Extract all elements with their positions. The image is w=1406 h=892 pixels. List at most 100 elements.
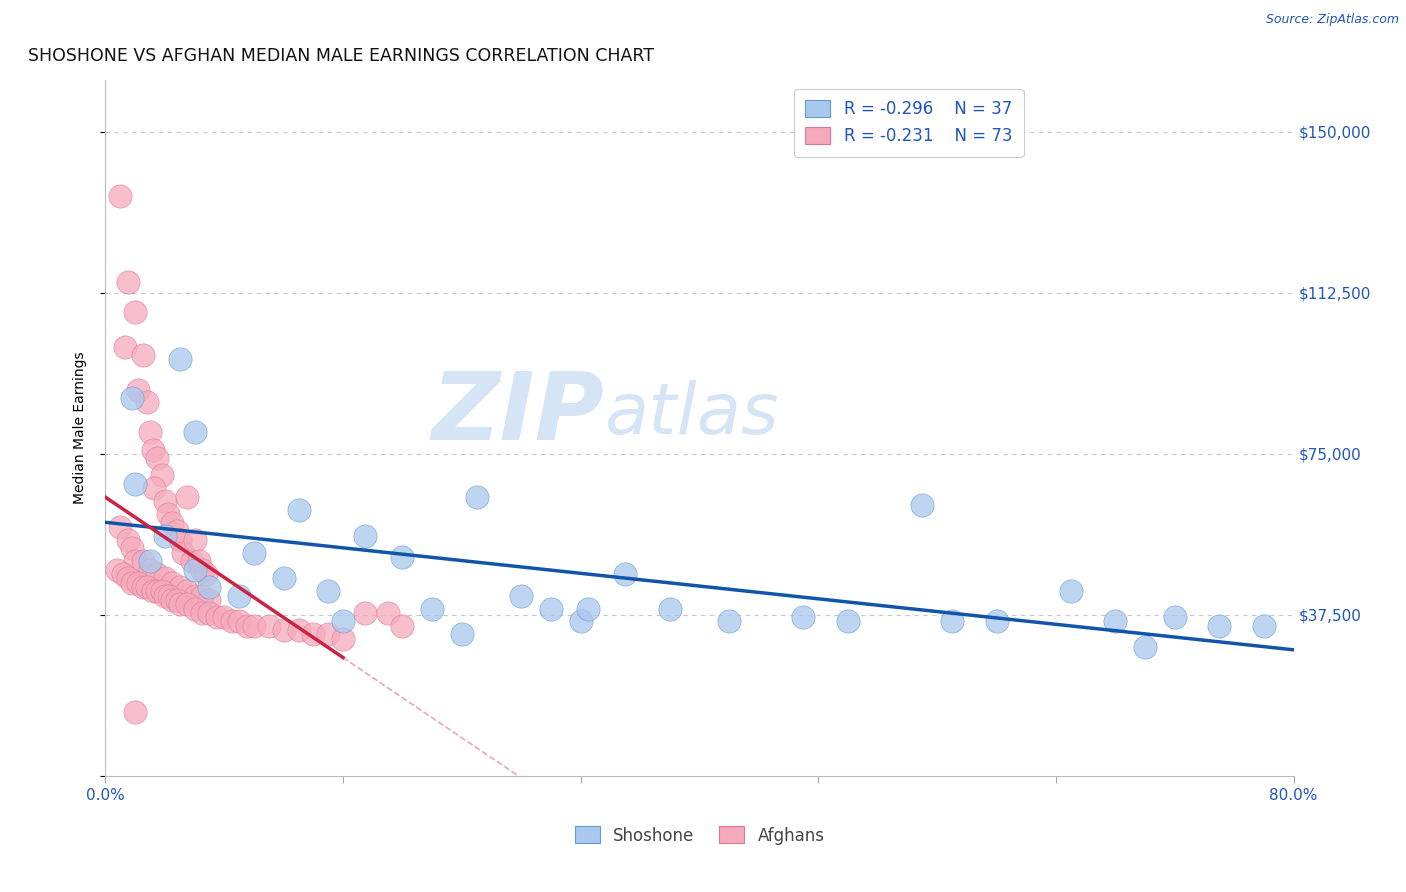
Point — [153, 494, 176, 508]
Point — [157, 589, 180, 603]
Point — [176, 584, 198, 599]
Point — [718, 615, 741, 629]
Point — [121, 575, 143, 590]
Point — [792, 610, 814, 624]
Point — [243, 546, 266, 560]
Point — [110, 189, 132, 203]
Point — [166, 524, 188, 539]
Point — [127, 575, 149, 590]
Point — [166, 593, 188, 607]
Point — [131, 554, 153, 568]
Point — [191, 606, 214, 620]
Point — [658, 601, 681, 615]
Point — [146, 584, 169, 599]
Point — [153, 589, 176, 603]
Point — [146, 567, 169, 582]
Point — [110, 520, 132, 534]
Point — [420, 601, 443, 615]
Text: SHOSHONE VS AFGHAN MEDIAN MALE EARNINGS CORRELATION CHART: SHOSHONE VS AFGHAN MEDIAN MALE EARNINGS … — [28, 47, 654, 65]
Point — [156, 507, 179, 521]
Point — [1253, 618, 1275, 632]
Point — [180, 554, 202, 568]
Point — [316, 627, 339, 641]
Point — [183, 533, 205, 547]
Point — [198, 593, 221, 607]
Point — [112, 567, 135, 582]
Point — [124, 554, 146, 568]
Point — [146, 451, 169, 466]
Point — [391, 618, 413, 632]
Point — [377, 606, 399, 620]
Point — [243, 618, 266, 632]
Point — [316, 584, 339, 599]
Point — [569, 615, 592, 629]
Point — [183, 563, 205, 577]
Point — [257, 618, 280, 632]
Point — [131, 348, 153, 362]
Point — [614, 567, 637, 582]
Point — [169, 533, 191, 547]
Point — [121, 541, 143, 556]
Point — [124, 705, 146, 719]
Text: Source: ZipAtlas.com: Source: ZipAtlas.com — [1265, 13, 1399, 27]
Point — [450, 627, 472, 641]
Point — [124, 305, 146, 319]
Point — [941, 615, 963, 629]
Text: ZIP: ZIP — [432, 368, 605, 460]
Point — [176, 490, 198, 504]
Point — [153, 528, 176, 542]
Point — [837, 615, 859, 629]
Point — [176, 597, 198, 611]
Point — [191, 563, 214, 577]
Point — [986, 615, 1008, 629]
Point — [162, 575, 184, 590]
Point — [1164, 610, 1187, 624]
Point — [124, 477, 146, 491]
Point — [195, 567, 218, 582]
Point — [191, 589, 214, 603]
Legend: Shoshone, Afghans: Shoshone, Afghans — [568, 820, 831, 851]
Point — [142, 442, 165, 457]
Point — [105, 563, 128, 577]
Point — [221, 615, 243, 629]
Point — [117, 533, 139, 547]
Point — [1060, 584, 1083, 599]
Point — [1133, 640, 1156, 655]
Point — [143, 481, 166, 495]
Point — [510, 589, 533, 603]
Point — [162, 593, 184, 607]
Point — [911, 499, 934, 513]
Point — [183, 425, 205, 440]
Point — [136, 395, 159, 409]
Point — [228, 615, 250, 629]
Point — [287, 623, 309, 637]
Point — [183, 601, 205, 615]
Point — [183, 589, 205, 603]
Point — [136, 580, 159, 594]
Point — [1104, 615, 1126, 629]
Point — [205, 610, 228, 624]
Point — [214, 610, 236, 624]
Point — [131, 580, 153, 594]
Point — [235, 618, 257, 632]
Point — [391, 549, 413, 564]
Point — [273, 572, 295, 586]
Point — [172, 546, 194, 560]
Point — [139, 563, 162, 577]
Point — [332, 632, 354, 646]
Y-axis label: Median Male Earnings: Median Male Earnings — [73, 351, 87, 505]
Point — [354, 528, 377, 542]
Point — [127, 383, 149, 397]
Point — [576, 601, 599, 615]
Point — [465, 490, 488, 504]
Point — [142, 584, 165, 599]
Point — [150, 584, 173, 599]
Point — [139, 425, 162, 440]
Point — [117, 275, 139, 289]
Point — [198, 606, 221, 620]
Point — [117, 572, 139, 586]
Point — [153, 572, 176, 586]
Point — [188, 554, 211, 568]
Point — [332, 615, 354, 629]
Point — [228, 589, 250, 603]
